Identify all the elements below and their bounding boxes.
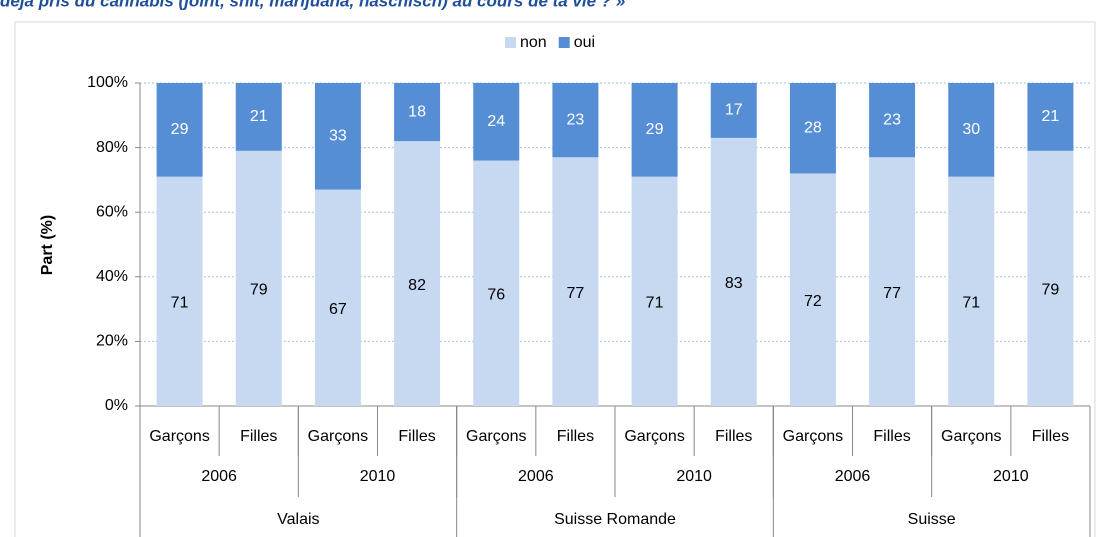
bar-segment: [235, 83, 282, 151]
bar-segment: [710, 83, 757, 138]
bar-segment: [235, 150, 282, 406]
data-label: 18: [408, 103, 426, 120]
region-label: Suisse Romande: [554, 511, 676, 528]
bar-segment: [789, 83, 836, 174]
bar-segment: [631, 176, 678, 406]
year-label: 2006: [518, 468, 554, 485]
x-tick-label: Filles: [873, 428, 910, 445]
bar-segment: [710, 137, 757, 406]
legend-swatch: [558, 37, 570, 48]
data-label: 23: [883, 111, 901, 128]
x-tick-label: Garçons: [149, 428, 209, 445]
legend-label: non: [520, 34, 547, 51]
bar-segment: [473, 160, 520, 406]
x-tick-label: Garçons: [624, 428, 684, 445]
data-label: 83: [725, 275, 743, 292]
y-tick-label: 0%: [105, 397, 128, 414]
chart-frame: [14, 21, 1096, 537]
x-tick-label: Garçons: [783, 428, 843, 445]
bar-segment: [789, 173, 836, 406]
year-label: 2010: [993, 468, 1029, 485]
bar-segment: [394, 141, 441, 406]
y-tick-label: 60%: [96, 203, 128, 220]
region-label: Suisse: [908, 511, 956, 528]
bar-segment: [948, 176, 995, 406]
legend-swatch: [505, 37, 516, 48]
data-label: 24: [487, 113, 505, 130]
data-label: 23: [567, 111, 585, 128]
y-tick-label: 80%: [96, 139, 128, 156]
bar-segment: [631, 83, 678, 177]
data-label: 77: [883, 285, 901, 302]
data-label: 77: [567, 285, 585, 302]
data-label: 71: [171, 295, 189, 312]
bar-segment: [156, 83, 203, 177]
data-label: 21: [250, 108, 268, 125]
data-label: 21: [1042, 108, 1060, 125]
data-label: 29: [646, 121, 664, 138]
bar-segment: [948, 83, 995, 177]
data-label: 30: [962, 121, 980, 138]
x-tick-label: Filles: [1032, 428, 1069, 445]
bar-segment: [869, 157, 916, 406]
x-tick-label: Filles: [557, 428, 594, 445]
data-label: 33: [329, 128, 347, 145]
y-tick-label: 100%: [87, 74, 128, 91]
year-label: 2006: [835, 468, 871, 485]
region-label: Valais: [277, 511, 319, 528]
data-label: 28: [804, 119, 822, 136]
data-label: 67: [329, 301, 347, 318]
x-tick-label: Garçons: [941, 428, 1001, 445]
bar-segment: [156, 176, 203, 406]
bar-segment: [1027, 150, 1074, 406]
data-label: 79: [250, 282, 268, 299]
bar-segment: [394, 83, 441, 142]
bar-segment: [869, 83, 916, 158]
y-tick-label: 20%: [96, 333, 128, 350]
y-tick-label: 40%: [96, 268, 128, 285]
data-label: 29: [171, 121, 189, 138]
year-label: 2006: [201, 468, 237, 485]
chart-title: déjà pris du cannabis (joint, shit, mari…: [0, 0, 625, 10]
data-label: 79: [1042, 282, 1060, 299]
data-label: 82: [408, 277, 426, 294]
year-label: 2010: [676, 468, 712, 485]
bar-segment: [1027, 83, 1074, 151]
data-label: 17: [725, 102, 743, 119]
x-tick-label: Filles: [240, 428, 277, 445]
x-tick-label: Filles: [398, 428, 435, 445]
data-label: 71: [962, 295, 980, 312]
x-tick-label: Garçons: [308, 428, 368, 445]
bar-segment: [314, 83, 361, 190]
x-tick-label: Garçons: [466, 428, 526, 445]
data-label: 76: [487, 286, 505, 303]
bar-segment: [314, 189, 361, 406]
bar-segment: [552, 157, 599, 406]
year-label: 2010: [360, 468, 396, 485]
data-label: 71: [646, 295, 664, 312]
bar-segment: [552, 83, 599, 158]
data-label: 72: [804, 293, 822, 310]
bar-segment: [473, 83, 520, 161]
x-tick-label: Filles: [715, 428, 752, 445]
legend-label: oui: [574, 34, 595, 51]
y-axis-title: Part (%): [39, 215, 56, 275]
